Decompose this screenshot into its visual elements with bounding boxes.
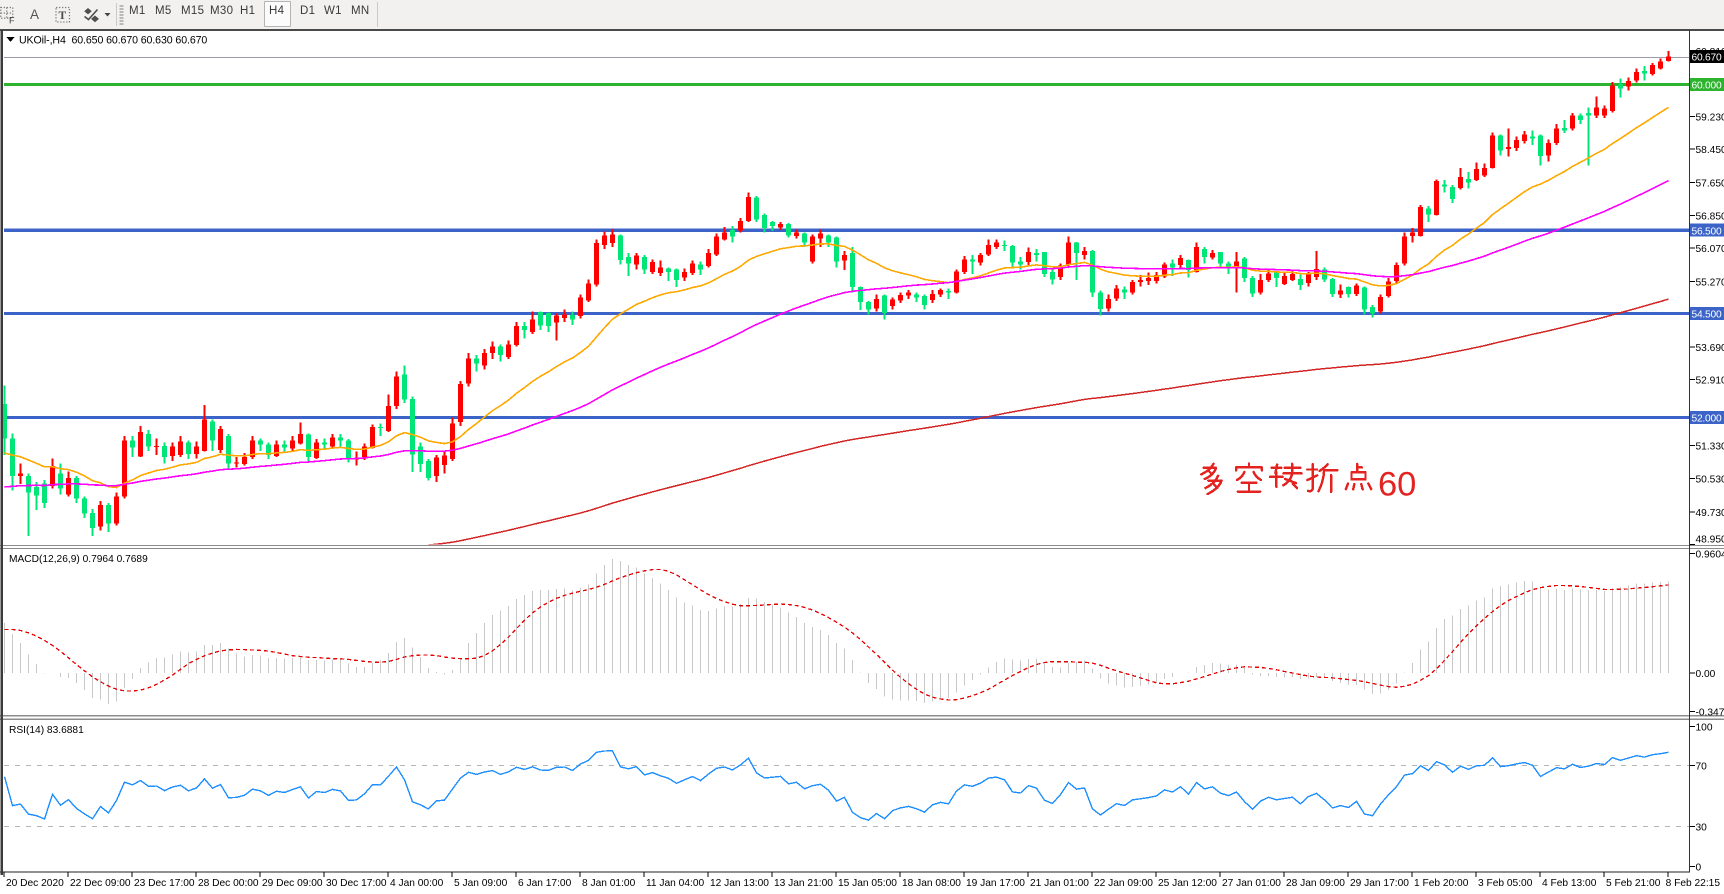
svg-text:T: T <box>59 10 67 22</box>
svg-text:52.910: 52.910 <box>1696 376 1724 387</box>
svg-text:100: 100 <box>1696 723 1713 734</box>
svg-text:18 Jan 08:00: 18 Jan 08:00 <box>902 878 961 889</box>
svg-text:5 Feb 21:00: 5 Feb 21:00 <box>1606 878 1661 889</box>
svg-text:29 Dec 09:00: 29 Dec 09:00 <box>262 878 323 889</box>
svg-text:MACD(12,26,9) 0.7964 0.7689: MACD(12,26,9) 0.7964 0.7689 <box>9 554 148 565</box>
svg-text:49.730: 49.730 <box>1696 508 1724 519</box>
svg-text:28 Dec 00:00: 28 Dec 00:00 <box>198 878 259 889</box>
svg-text:A: A <box>30 7 39 22</box>
svg-text:-0.3473: -0.3473 <box>1696 708 1724 719</box>
svg-text:27 Jan 01:00: 27 Jan 01:00 <box>1222 878 1281 889</box>
svg-text:6 Jan 17:00: 6 Jan 17:00 <box>518 878 572 889</box>
svg-text:56.500: 56.500 <box>1692 226 1722 237</box>
svg-text:8 Feb 22:15: 8 Feb 22:15 <box>1666 878 1721 889</box>
svg-text:RSI(14) 83.6881: RSI(14) 83.6881 <box>9 725 84 736</box>
svg-text:53.690: 53.690 <box>1696 343 1724 354</box>
svg-text:19 Jan 17:00: 19 Jan 17:00 <box>966 878 1025 889</box>
svg-text:58.450: 58.450 <box>1696 145 1724 156</box>
svg-text:30: 30 <box>1696 822 1708 833</box>
svg-text:48.950: 48.950 <box>1696 535 1724 546</box>
svg-text:56.850: 56.850 <box>1696 212 1724 223</box>
svg-text:50.530: 50.530 <box>1696 475 1724 486</box>
svg-text:4 Feb 13:00: 4 Feb 13:00 <box>1542 878 1597 889</box>
svg-text:12 Jan 13:00: 12 Jan 13:00 <box>710 878 769 889</box>
svg-text:55.270: 55.270 <box>1696 277 1724 288</box>
svg-text:0.00: 0.00 <box>1696 669 1716 680</box>
svg-text:UKOil-,H4 60.650 60.670 60.63: UKOil-,H4 60.650 60.670 60.630 60.670 <box>19 34 207 46</box>
svg-text:70: 70 <box>1696 762 1708 773</box>
svg-text:21 Jan 01:00: 21 Jan 01:00 <box>1030 878 1089 889</box>
svg-text:60.000: 60.000 <box>1692 81 1722 92</box>
svg-text:29 Jan 17:00: 29 Jan 17:00 <box>1350 878 1409 889</box>
svg-text:56.070: 56.070 <box>1696 244 1724 255</box>
svg-text:4 Jan 00:00: 4 Jan 00:00 <box>390 878 444 889</box>
svg-text:59.230: 59.230 <box>1696 113 1724 124</box>
svg-text:52.000: 52.000 <box>1692 414 1722 425</box>
svg-text:3 Feb 05:00: 3 Feb 05:00 <box>1478 878 1533 889</box>
svg-text:1 Feb 20:00: 1 Feb 20:00 <box>1414 878 1469 889</box>
svg-text:0: 0 <box>1696 863 1702 874</box>
svg-text:51.330: 51.330 <box>1696 441 1724 452</box>
svg-text:60.670: 60.670 <box>1692 53 1722 64</box>
svg-text:F: F <box>9 16 15 26</box>
svg-text:0.9604: 0.9604 <box>1696 550 1724 561</box>
svg-text:57.650: 57.650 <box>1696 178 1724 189</box>
svg-text:25 Jan 12:00: 25 Jan 12:00 <box>1158 878 1217 889</box>
svg-text:28 Jan 09:00: 28 Jan 09:00 <box>1286 878 1345 889</box>
svg-text:30 Dec 17:00: 30 Dec 17:00 <box>326 878 387 889</box>
svg-text:15 Jan 05:00: 15 Jan 05:00 <box>838 878 897 889</box>
svg-text:5 Jan 09:00: 5 Jan 09:00 <box>454 878 508 889</box>
svg-text:22 Dec 09:00: 22 Dec 09:00 <box>70 878 131 889</box>
svg-text:20 Dec 2020: 20 Dec 2020 <box>6 878 64 889</box>
svg-text:60: 60 <box>1378 466 1416 504</box>
svg-text:8 Jan 01:00: 8 Jan 01:00 <box>582 878 636 889</box>
svg-text:22 Jan 09:00: 22 Jan 09:00 <box>1094 878 1153 889</box>
svg-text:11 Jan 04:00: 11 Jan 04:00 <box>646 878 704 889</box>
svg-text:23 Dec 17:00: 23 Dec 17:00 <box>134 878 195 889</box>
svg-text:54.500: 54.500 <box>1692 310 1722 321</box>
svg-text:13 Jan 21:00: 13 Jan 21:00 <box>774 878 833 889</box>
